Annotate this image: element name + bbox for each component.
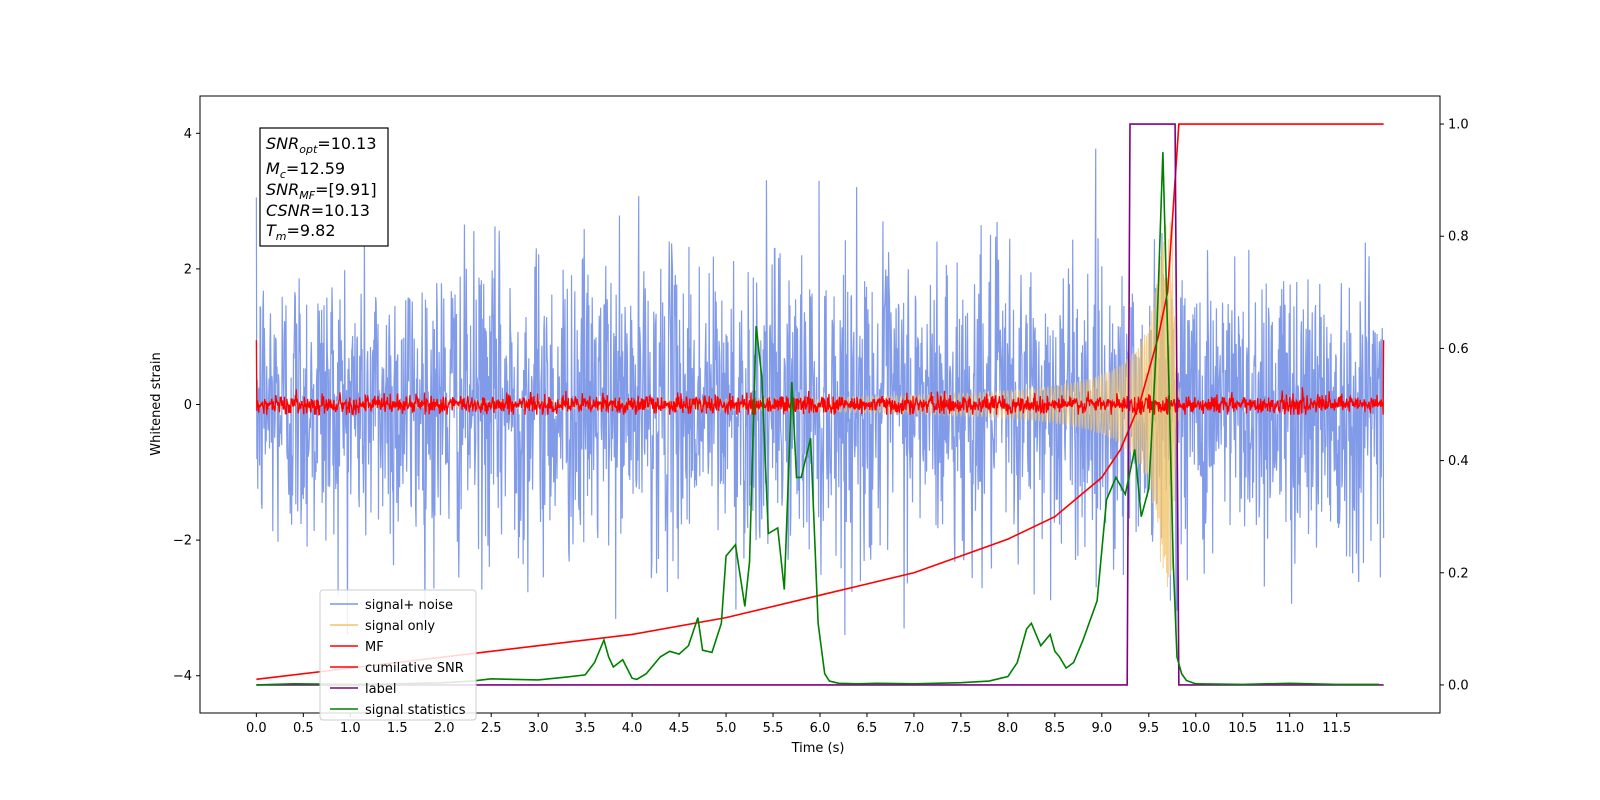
x-tick-label: 2.5 [481,721,502,736]
series-mf [255,340,1385,416]
y-tick-label: 0 [184,398,192,413]
legend-item-label: label [330,682,396,697]
x-tick-label: 1.0 [340,721,361,736]
series-layer [255,123,1385,686]
annotation-snr-mf: SNRMF=[9.91] [266,180,377,202]
x-axis: 0.0 0.5 1.0 1.5 2.0 2.5 3.0 3.5 4.0 4.5 5.0 5.5 6.0 6… [246,713,1351,736]
x-tick-label: 10.5 [1228,721,1257,736]
x-tick-label: 1.5 [387,721,408,736]
legend-item-signal-statistics: signal statistics [330,703,466,718]
y2-tick-label: 0.6 [1448,342,1469,357]
x-tick-label: 7.5 [951,721,972,736]
legend-label: MF [365,640,384,655]
y-tick-label: 2 [184,262,192,277]
y2-tick-label: 1.0 [1448,118,1469,133]
x-tick-label: 3.0 [528,721,549,736]
x-tick-label: 10.0 [1181,721,1210,736]
legend-label: label [365,682,396,697]
legend-item-cumulative-snr: cumilative SNR [330,661,464,676]
x-tick-label: 5.5 [763,721,784,736]
y2-tick-label: 0.8 [1448,230,1469,245]
y-tick-label: −4 [173,669,192,684]
legend-item-signal-noise: signal+ noise [330,598,453,613]
x-tick-label: 4.0 [622,721,643,736]
series-signal-statistics [256,152,1379,686]
x-tick-label: 8.5 [1045,721,1066,736]
legend: signal+ noise signal only MF cumilative … [319,589,477,721]
x-tick-label: 5.0 [716,721,737,736]
annotation-mc: Mc=12.59 [266,159,345,181]
x-tick-label: 0.0 [246,721,267,736]
x-tick-label: 11.0 [1275,721,1304,736]
y2-tick-label: 0.0 [1448,678,1469,693]
x-tick-label: 9.5 [1138,721,1159,736]
y2-tick-label: 0.2 [1448,566,1469,581]
y-tick-label: 4 [184,127,192,142]
legend-label: signal+ noise [365,598,453,613]
y2-tick-label: 0.4 [1448,454,1469,469]
legend-label: signal only [365,619,435,634]
series-label [256,123,1384,686]
annotation-snr-opt: SNRopt=10.13 [266,134,377,156]
x-tick-label: 3.5 [575,721,596,736]
x-tick-label: 0.5 [293,721,314,736]
legend-item-mf: MF [330,640,384,655]
annotation-tm: Tm=9.82 [266,221,336,243]
y-tick-label: −2 [173,534,192,549]
x-tick-label: 8.0 [998,721,1019,736]
annotation-box: SNRopt=10.13 Mc=12.59 SNRMF=[9.91] CSNR=… [259,127,389,247]
y-axis-left: 4 2 0 −2 −4 [173,127,200,684]
legend-label: cumilative SNR [365,661,464,676]
x-tick-label: 11.5 [1322,721,1351,736]
y-axis-right: 1.0 0.8 0.6 0.4 0.2 0.0 [1440,118,1469,693]
x-tick-label: 4.5 [669,721,690,736]
legend-label: signal statistics [365,703,466,718]
series-signal-noise [255,148,1385,636]
x-tick-label: 7.0 [904,721,925,736]
annotation-csnr: CSNR=10.13 [266,201,370,220]
legend-item-signal-only: signal only [330,619,435,634]
y-axis-label: Whitened strain [149,352,164,455]
x-tick-label: 9.0 [1091,721,1112,736]
x-tick-label: 6.0 [810,721,831,736]
x-tick-label: 2.0 [434,721,455,736]
x-tick-label: 6.5 [857,721,878,736]
series-signal-only [255,221,1180,588]
x-axis-label: Time (s) [791,741,845,756]
